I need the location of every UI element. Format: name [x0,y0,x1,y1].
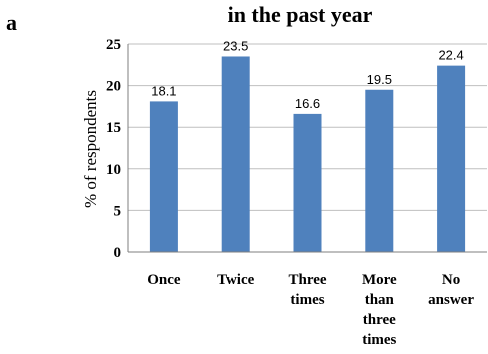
y-tick-label: 20 [106,79,121,95]
y-tick-label: 25 [106,37,121,53]
y-axis-label: % of respondents [81,90,100,208]
x-tick-label: Once [147,272,181,288]
x-tick-label: More than three times [362,272,397,348]
y-tick-label: 10 [106,162,121,178]
y-tick-label: 15 [106,120,121,136]
x-tick-labels: Once Twice Three times More than three times No a… [147,272,474,348]
axes [127,44,487,253]
panel-label: a [6,10,17,35]
bar [293,113,322,252]
data-labels: 18.1 23.5 16.6 19.5 22.4 [151,38,464,110]
chart-title: in the past year [228,2,373,27]
bar [149,101,178,253]
bars [149,56,466,253]
data-label: 16.6 [295,96,320,111]
bar [365,89,394,252]
y-tick-label: 5 [114,203,122,219]
x-tick-label: Three times [288,272,326,308]
data-label: 19.5 [367,72,392,87]
x-tick-label: No answer [428,272,474,308]
bar [437,65,466,252]
data-label: 23.5 [223,38,248,53]
data-label: 18.1 [151,83,176,98]
data-label: 22.4 [438,48,463,63]
bar [221,56,250,253]
y-tick-labels: 0 5 10 15 20 25 [106,37,121,261]
x-tick-label: Twice [217,272,255,288]
y-tick-label: 0 [114,245,122,261]
